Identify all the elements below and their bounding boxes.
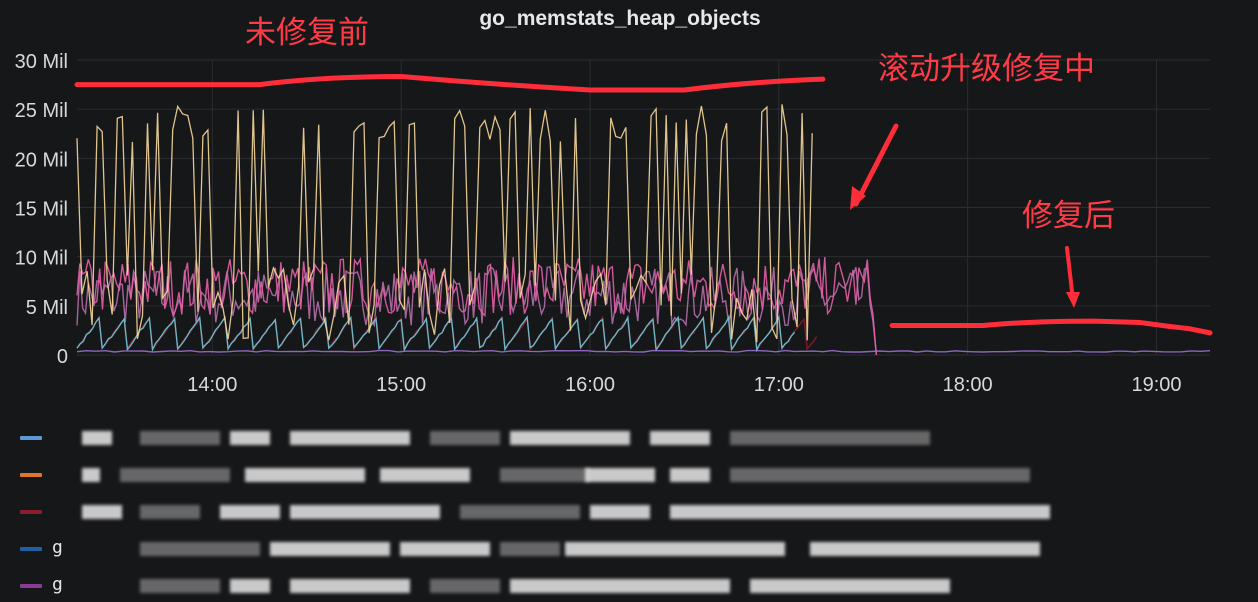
legend-item[interactable] [20,496,1120,526]
redacted-label-block [430,579,500,593]
pink-series [76,256,878,356]
y-tick-label: 5 Mil [26,297,68,319]
legend-label-prefix: g [52,574,63,595]
redacted-label-block [290,505,440,519]
grid [77,59,1210,356]
x-tick-label: 19:00 [1131,374,1181,396]
legend-swatch [20,436,42,440]
redacted-label-block [730,431,930,445]
x-tick-label: 14:00 [187,374,237,396]
redacted-label-block [290,431,410,445]
x-tick-label: 18:00 [943,374,993,396]
legend-item[interactable] [20,422,1120,452]
redacted-label-block [82,505,122,519]
redacted-label-block [245,468,365,482]
x-axis: 14:00 15:00 16:00 17:00 18:00 19:00 [187,374,1181,396]
redacted-label-block [380,468,470,482]
redacted-label-block [670,505,1050,519]
legend-swatch [20,510,42,514]
redacted-label-block [565,542,785,556]
after-fix-arrowhead [1066,292,1080,308]
redacted-label-block [140,505,200,519]
rolling-upgrade-arrowhead [850,186,866,210]
y-tick-label: 20 Mil [15,149,68,171]
legend-item[interactable]: g [20,533,1120,563]
redacted-label-block [82,468,100,482]
redacted-label-block [670,468,710,482]
x-tick-label: 17:00 [754,374,804,396]
y-tick-label: 0 [57,346,68,368]
annotation-before-fix: 未修复前 [245,15,369,50]
redacted-label-block [430,431,500,445]
redacted-label-block [810,542,1040,556]
legend-swatch [20,547,42,551]
chart-title: go_memstats_heap_objects [479,7,760,30]
x-tick-label: 16:00 [565,374,615,396]
redacted-label-block [585,468,655,482]
legend-item[interactable]: g [20,570,1120,600]
legend-swatch [20,473,42,477]
redacted-label-block [650,431,710,445]
rolling-upgrade-arrow [853,123,899,207]
redacted-label-block [460,505,580,519]
annotation-after-fix: 修复后 [1022,198,1115,233]
y-tick-label: 10 Mil [15,248,68,270]
redacted-label-block [230,579,270,593]
redacted-label-block [500,542,560,556]
after-fix-arrow [1065,246,1075,302]
redacted-label-block [750,579,950,593]
peak-series [76,104,813,343]
legend-item[interactable] [20,459,1120,489]
y-tick-label: 30 Mil [15,51,68,73]
redacted-label-block [230,431,270,445]
redacted-label-block [500,468,590,482]
redacted-label-block [290,579,410,593]
chart-svg: 0 5 Mil 10 Mil 15 Mil 20 Mil 25 Mil 30 Mil 14:… [15,7,1213,396]
redacted-label-block [730,468,1030,482]
redacted-label-block [590,505,650,519]
redacted-label-block [140,542,260,556]
redacted-label-block [400,542,490,556]
redacted-label-block [82,431,112,445]
series-layer [76,104,1211,356]
y-tick-label: 15 Mil [15,199,68,221]
low-series [76,349,1211,353]
redacted-label-block [510,431,630,445]
y-tick-label: 25 Mil [15,100,68,122]
redacted-label-block [140,579,220,593]
chart-panel: 0 5 Mil 10 Mil 15 Mil 20 Mil 25 Mil 30 Mil 14:… [15,7,1213,396]
x-tick-label: 15:00 [376,374,426,396]
annotation-rolling-upgrade: 滚动升级修复中 [878,51,1095,86]
legend-swatch [20,584,42,588]
redacted-label-block [270,542,390,556]
redacted-label-block [120,468,230,482]
before-fix-guide-line [74,73,826,93]
after-fix-guide-line [889,318,1213,336]
redacted-label-block [220,505,280,519]
y-axis: 0 5 Mil 10 Mil 15 Mil 20 Mil 25 Mil 30 Mil [15,51,68,368]
cyan-series [76,314,796,353]
redacted-label-block [510,579,730,593]
redacted-label-block [140,431,220,445]
legend-label-prefix: g [52,537,63,558]
